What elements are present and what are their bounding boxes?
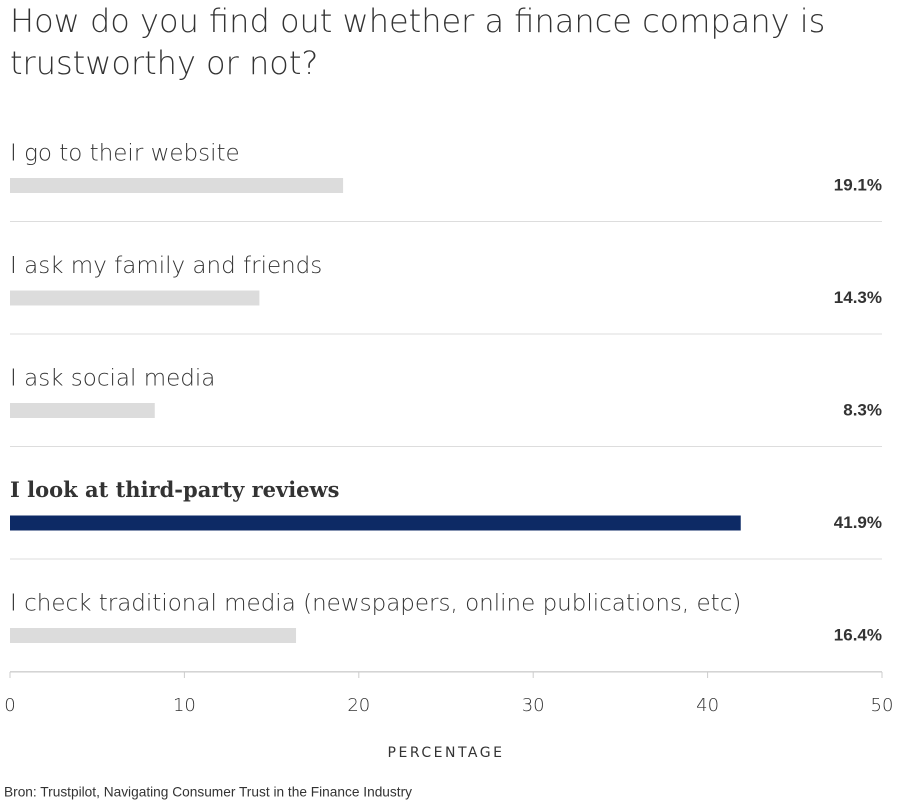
category-label: I check traditional media (newspapers, o… — [10, 591, 741, 617]
x-tick-label: 50 — [871, 695, 894, 716]
value-label: 41.9% — [834, 513, 882, 532]
chart-title: How do you find out whether a finance co… — [10, 2, 826, 82]
x-tick-label: 20 — [347, 695, 370, 716]
source: Bron: Trustpilot, Navigating Consumer Tr… — [4, 784, 412, 800]
bar — [10, 628, 297, 643]
x-tick-label: 40 — [696, 695, 719, 716]
bar — [10, 178, 344, 193]
bar — [10, 403, 155, 418]
x-tick-label: 10 — [173, 695, 196, 716]
x-tick-label: 30 — [522, 695, 545, 716]
category-label: I look at third-party reviews — [10, 477, 339, 502]
category-label: I ask social media — [10, 366, 215, 392]
bar — [10, 515, 741, 531]
value-label: 14.3% — [834, 288, 882, 307]
x-axis-label: PERCENTAGE — [388, 745, 505, 761]
value-label: 19.1% — [834, 175, 882, 194]
x-tick-label: 0 — [4, 695, 15, 716]
category-label: I go to their website — [10, 141, 240, 167]
category-label: I ask my family and friends — [10, 253, 322, 279]
value-label: 16.4% — [834, 625, 882, 644]
bar — [10, 290, 260, 306]
value-label: 8.3% — [843, 400, 882, 419]
